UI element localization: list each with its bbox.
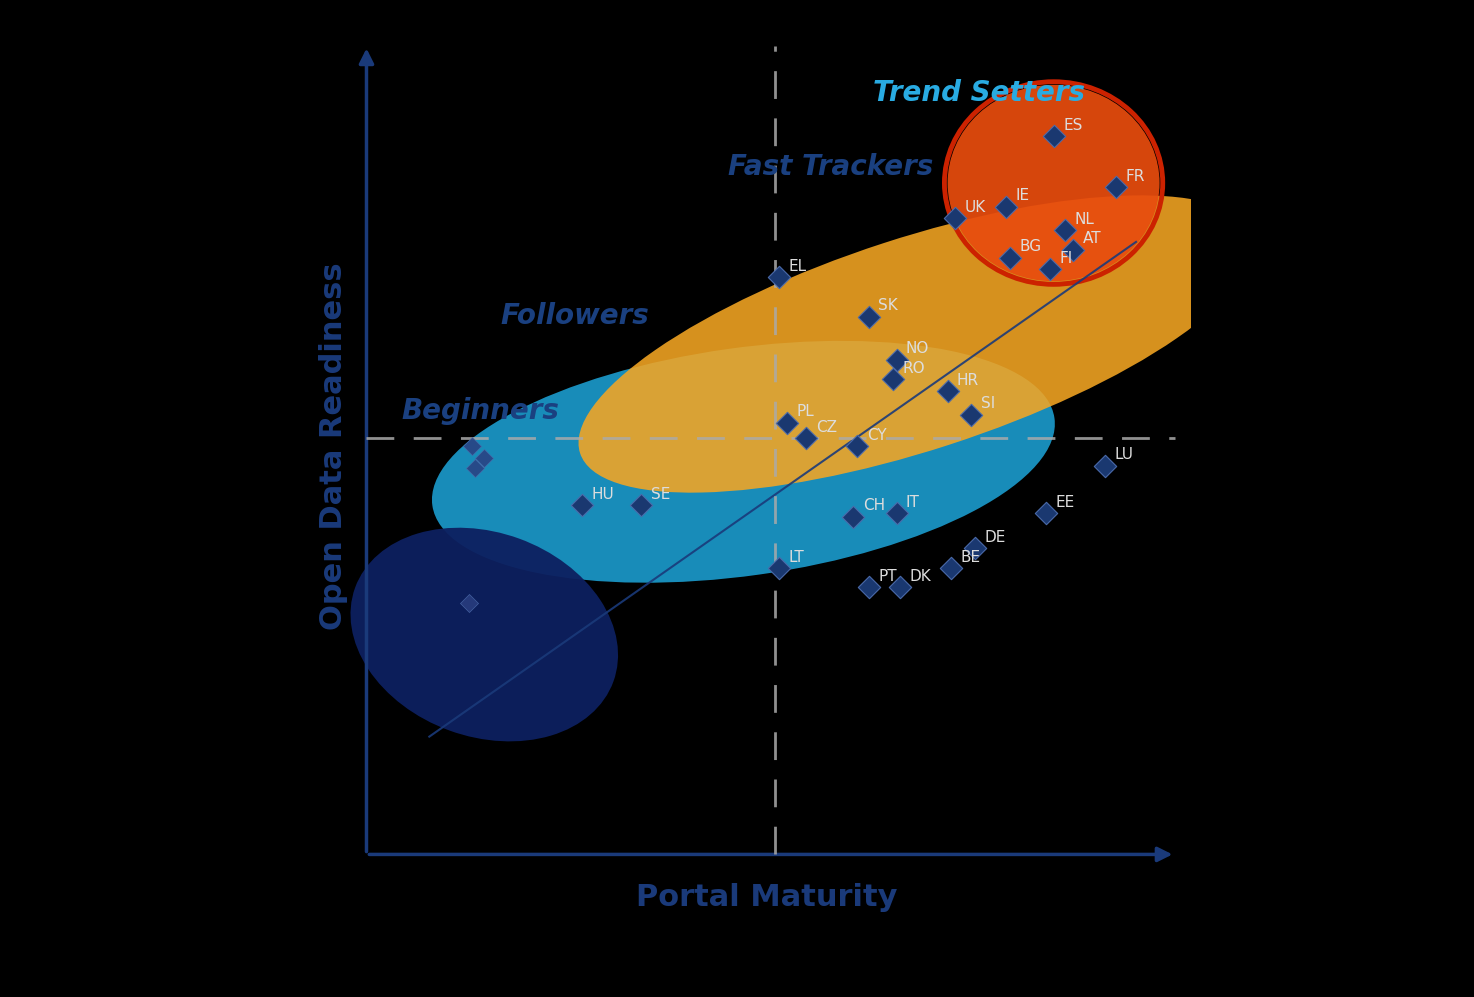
Text: IT: IT xyxy=(907,495,920,509)
Text: Portal Maturity: Portal Maturity xyxy=(637,883,898,912)
Point xyxy=(461,438,485,454)
Text: FI: FI xyxy=(1060,251,1072,266)
Point xyxy=(858,308,881,324)
Text: Followers: Followers xyxy=(500,302,649,330)
Point xyxy=(1054,222,1077,238)
Text: SI: SI xyxy=(980,397,995,412)
Text: Fast Trackers: Fast Trackers xyxy=(728,154,933,181)
Text: HR: HR xyxy=(957,373,979,388)
Point xyxy=(884,352,908,368)
Ellipse shape xyxy=(948,85,1160,281)
Point xyxy=(629,498,653,513)
Point xyxy=(1104,179,1128,195)
Text: SK: SK xyxy=(879,298,898,313)
Text: Open Data Readiness: Open Data Readiness xyxy=(318,262,348,630)
Text: BG: BG xyxy=(1020,239,1042,254)
Point xyxy=(1042,128,1066,144)
Point xyxy=(936,383,960,399)
Point xyxy=(964,540,988,556)
Point xyxy=(842,508,865,524)
Text: NL: NL xyxy=(1075,212,1095,227)
Text: EE: EE xyxy=(1055,495,1075,509)
Text: Trend Setters: Trend Setters xyxy=(873,79,1085,107)
Text: LU: LU xyxy=(1114,448,1134,463)
Text: UK: UK xyxy=(965,200,986,215)
Text: BE: BE xyxy=(961,549,982,564)
Text: RO: RO xyxy=(902,361,924,376)
Point xyxy=(940,560,964,576)
Point xyxy=(570,498,594,513)
Text: SE: SE xyxy=(650,487,671,501)
Point xyxy=(881,371,905,387)
Point xyxy=(943,210,967,226)
Text: Beginners: Beginners xyxy=(402,397,560,425)
Point xyxy=(794,431,818,447)
Text: CZ: CZ xyxy=(815,420,837,435)
Point xyxy=(889,579,912,595)
Point xyxy=(858,579,881,595)
Text: PT: PT xyxy=(879,569,898,584)
Point xyxy=(846,438,870,454)
Point xyxy=(775,415,799,431)
Text: EL: EL xyxy=(789,259,806,274)
Point xyxy=(473,450,497,466)
Text: AT: AT xyxy=(1082,231,1101,246)
Point xyxy=(1038,261,1061,277)
Text: DE: DE xyxy=(985,529,1005,545)
Point xyxy=(1033,504,1057,520)
Text: HU: HU xyxy=(593,487,615,501)
Point xyxy=(960,407,983,423)
Text: ES: ES xyxy=(1063,118,1082,133)
Text: FR: FR xyxy=(1126,168,1145,183)
Point xyxy=(1092,458,1116,474)
Text: CY: CY xyxy=(867,428,886,443)
Point xyxy=(463,460,486,476)
Ellipse shape xyxy=(351,527,618,742)
Text: PL: PL xyxy=(796,404,814,420)
Text: CH: CH xyxy=(862,498,884,513)
Point xyxy=(1061,242,1085,258)
Text: NO: NO xyxy=(907,341,929,357)
Point xyxy=(884,504,908,520)
Text: LT: LT xyxy=(789,549,803,564)
Text: DK: DK xyxy=(909,569,932,584)
Text: IE: IE xyxy=(1016,188,1030,203)
Point xyxy=(766,560,790,576)
Point xyxy=(457,595,481,611)
Ellipse shape xyxy=(432,341,1055,582)
Point xyxy=(998,249,1021,265)
Point xyxy=(766,269,790,285)
Point xyxy=(995,198,1019,214)
Ellipse shape xyxy=(578,195,1254,493)
